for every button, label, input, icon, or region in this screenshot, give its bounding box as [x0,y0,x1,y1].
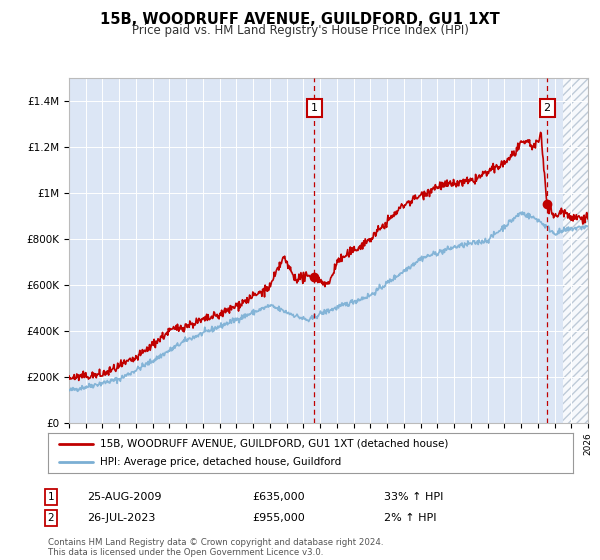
Text: 15B, WOODRUFF AVENUE, GUILDFORD, GU1 1XT: 15B, WOODRUFF AVENUE, GUILDFORD, GU1 1XT [100,12,500,27]
Text: £635,000: £635,000 [252,492,305,502]
Text: Price paid vs. HM Land Registry's House Price Index (HPI): Price paid vs. HM Land Registry's House … [131,24,469,36]
Text: 1: 1 [47,492,55,502]
Text: 26-JUL-2023: 26-JUL-2023 [87,513,155,523]
Text: HPI: Average price, detached house, Guildford: HPI: Average price, detached house, Guil… [101,458,342,467]
Text: £955,000: £955,000 [252,513,305,523]
Text: Contains HM Land Registry data © Crown copyright and database right 2024.
This d: Contains HM Land Registry data © Crown c… [48,538,383,557]
Text: 25-AUG-2009: 25-AUG-2009 [87,492,161,502]
Text: 2: 2 [47,513,55,523]
Text: 15B, WOODRUFF AVENUE, GUILDFORD, GU1 1XT (detached house): 15B, WOODRUFF AVENUE, GUILDFORD, GU1 1XT… [101,439,449,449]
Bar [563,55,588,423]
Text: 2% ↑ HPI: 2% ↑ HPI [384,513,437,523]
Text: 2: 2 [544,103,551,113]
Text: 33% ↑ HPI: 33% ↑ HPI [384,492,443,502]
Text: 1: 1 [311,103,318,113]
